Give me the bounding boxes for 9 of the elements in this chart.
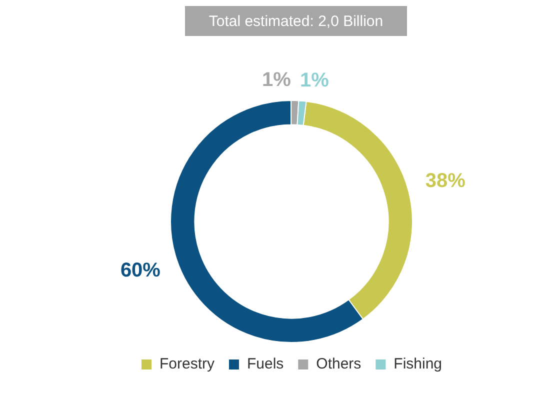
data-label: 38% xyxy=(425,170,466,192)
data-label: 1% xyxy=(300,70,330,92)
legend-label: Forestry xyxy=(159,356,215,373)
legend-label: Fuels xyxy=(246,356,284,373)
chart-title: Total estimated: 2,0 Billion xyxy=(185,6,407,36)
legend-label: Fishing xyxy=(394,356,442,373)
legend-label: Others xyxy=(316,356,362,373)
data-label: 60% xyxy=(120,260,161,282)
data-label: 1% xyxy=(262,69,292,92)
